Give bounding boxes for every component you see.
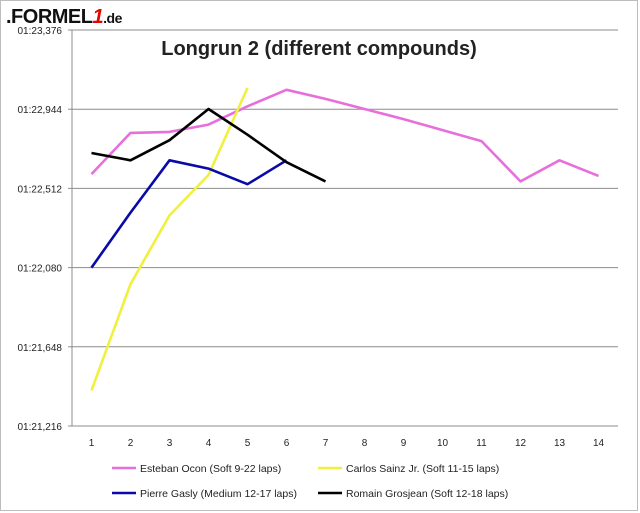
legend-label: Esteban Ocon (Soft 9-22 laps) [140, 463, 281, 475]
x-tick-label: 10 [437, 438, 449, 449]
series-line-1 [90, 88, 599, 183]
formel1-logo: .FORMEL1.de [6, 6, 122, 29]
legend: Esteban Ocon (Soft 9-22 laps) Carlos Sain… [112, 463, 508, 500]
y-tick-label: 01:21,216 [18, 422, 63, 433]
gridlines [68, 29, 618, 427]
x-tick-label: 13 [554, 438, 566, 449]
x-tick-label: 3 [167, 438, 173, 449]
y-tick-label: 01:21,648 [18, 343, 63, 354]
y-tick-label: 01:22,512 [18, 184, 63, 195]
x-tick-label: 11 [476, 438, 487, 449]
x-tick-label: 6 [284, 438, 290, 449]
y-tick-label: 01:22,944 [18, 105, 63, 116]
series-line-2 [90, 87, 249, 391]
logo-one: 1 [92, 6, 104, 28]
x-tick-labels: 1 2 3 4 5 6 7 8 9 10 11 12 13 14 [89, 438, 605, 449]
y-tick-label: 01:23,376 [18, 26, 63, 37]
series-line-4 [91, 107, 327, 183]
legend-label: Romain Grosjean (Soft 12-18 laps) [346, 488, 508, 500]
logo-suffix: .de [103, 10, 122, 26]
axes [71, 30, 618, 427]
logo-prefix: .FORMEL [6, 6, 93, 28]
chart-title: Longrun 2 (different compounds) [161, 38, 477, 60]
x-tick-label: 4 [206, 438, 212, 449]
y-tick-labels: 01:21,216 01:21,648 01:22,080 01:22,512 01:2… [18, 26, 63, 433]
x-tick-label: 9 [401, 438, 407, 449]
x-tick-label: 1 [89, 438, 95, 449]
series-lines [90, 87, 599, 391]
series-line-3 [90, 159, 288, 269]
x-tick-label: 5 [245, 438, 251, 449]
x-tick-label: 7 [323, 438, 329, 449]
x-tick-label: 2 [128, 438, 134, 449]
x-tick-label: 14 [593, 438, 605, 449]
legend-label: Carlos Sainz Jr. (Soft 11-15 laps) [346, 463, 499, 475]
x-tick-label: 8 [362, 438, 368, 449]
y-tick-label: 01:22,080 [18, 264, 63, 275]
x-tick-label: 12 [515, 438, 527, 449]
legend-label: Pierre Gasly (Medium 12-17 laps) [140, 488, 297, 500]
